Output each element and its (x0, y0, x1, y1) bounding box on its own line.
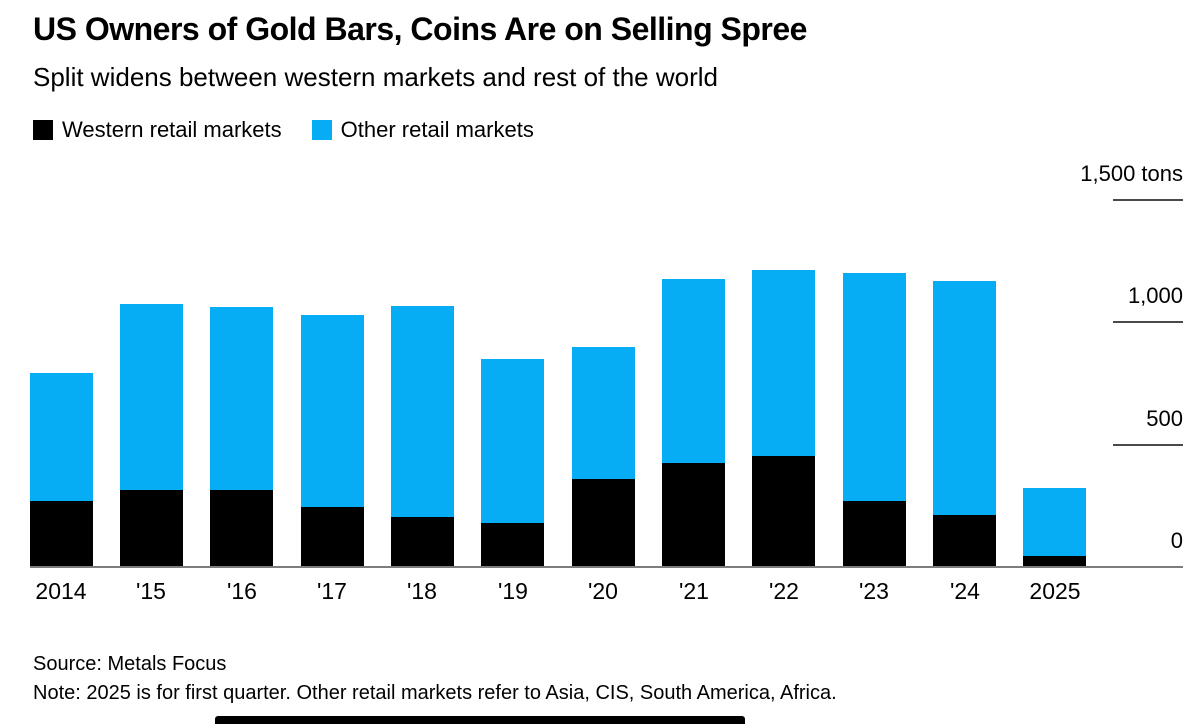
source-text: Source: Metals Focus (33, 653, 227, 675)
other-swatch-icon (311, 120, 332, 140)
legend: Western retail markets Other retail mark… (33, 117, 534, 143)
y-axis-label-500: 500 (1146, 405, 1183, 431)
x-axis-label-15: '15 (136, 578, 166, 604)
bar-2025-other (1023, 487, 1086, 557)
x-axis-label-20: '20 (588, 578, 618, 604)
x-axis-label-18: '18 (407, 578, 437, 604)
bar-19-western (481, 523, 544, 566)
bar-2014-western (30, 501, 93, 566)
y-gridline-1000 (1113, 321, 1183, 323)
bar-22-other (752, 270, 815, 456)
bar-22-western (752, 455, 815, 566)
x-axis-label-16: '16 (227, 578, 257, 604)
legend-item-other: Other retail markets (311, 117, 534, 143)
x-axis-label-2025: 2025 (1029, 578, 1081, 604)
bar-21-other (662, 278, 725, 464)
x-axis-label-21: '21 (679, 578, 709, 604)
y-axis-label-1500: 1,500 tons (1080, 161, 1183, 187)
bar-17-other (301, 315, 364, 508)
bar-15-other (120, 304, 183, 491)
bar-21-western (662, 463, 725, 566)
bar-18-other (391, 305, 454, 518)
western-swatch-icon (33, 120, 53, 140)
y-axis-label-0: 0 (1170, 528, 1183, 553)
bar-24-other (933, 281, 996, 515)
x-axis-line (30, 566, 1183, 568)
bar-2014-other (30, 372, 93, 502)
bottom-black-bar (215, 716, 745, 724)
bar-20-other (572, 347, 635, 480)
bar-23-other (843, 272, 906, 502)
note-text: Note: 2025 is for first quarter. Other r… (33, 682, 837, 704)
chart-title: US Owners of Gold Bars, Coins Are on Sel… (33, 11, 807, 47)
legend-item-western: Western retail markets (33, 117, 282, 143)
bar-2025-western (1023, 556, 1086, 566)
bar-24-western (933, 514, 996, 566)
bar-16-western (210, 490, 273, 566)
x-axis-label-22: '22 (769, 578, 799, 604)
x-axis-label-2014: 2014 (35, 578, 87, 604)
x-axis-label-17: '17 (317, 578, 347, 604)
bar-17-western (301, 507, 364, 566)
bar-23-western (843, 501, 906, 566)
chart-subtitle: Split widens between western markets and… (33, 62, 719, 92)
y-gridline-500 (1113, 444, 1183, 446)
bar-20-western (572, 479, 635, 566)
bar-16-other (210, 306, 273, 491)
y-axis-label-1000: 1,000 (1127, 283, 1183, 309)
bar-19-other (481, 359, 544, 524)
bar-18-western (391, 517, 454, 566)
x-axis-label-23: '23 (859, 578, 889, 604)
legend-label-other: Other retail markets (340, 117, 534, 142)
y-gridline-1500 (1113, 199, 1183, 201)
x-axis-label-19: '19 (498, 578, 528, 604)
legend-label-western: Western retail markets (62, 117, 282, 142)
bar-15-western (120, 490, 183, 566)
x-axis-label-24: '24 (950, 578, 980, 604)
